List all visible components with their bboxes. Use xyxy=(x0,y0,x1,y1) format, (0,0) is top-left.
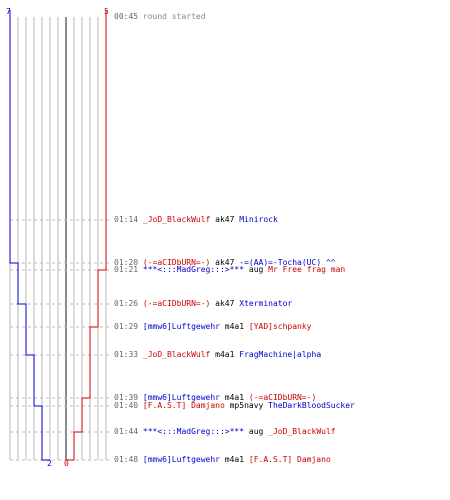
blue-score-end: 2 xyxy=(47,459,52,468)
event-weapon: m4a1 xyxy=(220,393,249,402)
event-time: 01:39 xyxy=(114,393,143,402)
event-player: [F.A.S.T] Damjano xyxy=(143,401,225,410)
event-player: _JoD_BlackWulf xyxy=(143,350,211,359)
event-row: 00:45 round started xyxy=(114,12,206,21)
event-player: ^^ xyxy=(321,258,336,267)
event-player: [mmw6]Luftgewehr xyxy=(143,393,220,402)
event-player: (-=aCIDbURN=-) xyxy=(249,393,316,402)
event-time: 01:21 xyxy=(114,265,143,274)
event-weapon: m4a1 xyxy=(210,350,239,359)
event-weapon: m4a1 xyxy=(220,455,249,464)
red-team-line xyxy=(66,10,107,461)
event-weapon: aug xyxy=(244,427,268,436)
event-time: 01:48 xyxy=(114,455,143,464)
event-player: TheDarkBloodSucker xyxy=(268,401,355,410)
event-player: [YAD]schpanky xyxy=(249,322,312,331)
event-time: 01:26 xyxy=(114,299,143,308)
event-row: 01:40 [F.A.S.T] Damjano mp5navy TheDarkB… xyxy=(114,401,355,410)
event-player: [mmw6]Luftgewehr xyxy=(143,455,220,464)
event-weapon: ak47 xyxy=(210,258,239,267)
event-player: round started xyxy=(143,12,206,21)
event-weapon: aug xyxy=(244,265,268,274)
score-labels: 7 5 2 0 xyxy=(6,7,109,468)
event-player: -=(AA)=-Tocha(UC) xyxy=(239,258,321,267)
event-player: [F.A.S.T] Damjano xyxy=(249,455,331,464)
event-player: ***<:::MadGreg:::>*** xyxy=(143,427,244,436)
event-player: Mr Free frag man xyxy=(268,265,345,274)
event-player: (-=aCIDbURN=-) xyxy=(143,258,210,267)
event-player: ***<:::MadGreg:::>*** xyxy=(143,265,244,274)
team-lines xyxy=(9,10,107,461)
event-time: 01:40 xyxy=(114,401,143,410)
event-time: 01:33 xyxy=(114,350,143,359)
blue-score-start: 7 xyxy=(6,7,11,16)
blue-team-line xyxy=(9,10,50,461)
event-weapon: m4a1 xyxy=(220,322,249,331)
event-row: 01:21 ***<:::MadGreg:::>*** aug Mr Free … xyxy=(114,265,345,274)
event-time: 01:14 xyxy=(114,215,143,224)
event-player: [mmw6]Luftgewehr xyxy=(143,322,220,331)
red-score-end: 0 xyxy=(64,459,69,468)
event-weapon: ak47 xyxy=(210,299,239,308)
event-row: 01:44 ***<:::MadGreg:::>*** aug _JoD_Bla… xyxy=(114,427,336,436)
event-player: _JoD_BlackWulf xyxy=(143,215,211,224)
event-row: 01:29 [mmw6]Luftgewehr m4a1 [YAD]schpank… xyxy=(114,322,312,331)
event-time: 01:44 xyxy=(114,427,143,436)
event-row: 01:48 [mmw6]Luftgewehr m4a1 [F.A.S.T] Da… xyxy=(114,455,331,464)
event-time: 01:29 xyxy=(114,322,143,331)
event-weapon: mp5navy xyxy=(225,401,268,410)
event-player: (-=aCIDbURN=-) xyxy=(143,299,210,308)
event-row: 01:14 _JoD_BlackWulf ak47 Minirock xyxy=(114,215,278,224)
event-player: Xterminator xyxy=(239,299,292,308)
event-time: 00:45 xyxy=(114,12,143,21)
event-player: _JoD_BlackWulf xyxy=(268,427,336,436)
red-score-start: 5 xyxy=(104,7,109,16)
event-time: 01:20 xyxy=(114,258,143,267)
event-guides xyxy=(10,219,110,461)
event-row: 01:20 (-=aCIDbURN=-) ak47 -=(AA)=-Tocha(… xyxy=(114,258,336,267)
event-player: FragMachine|alpha xyxy=(239,350,321,359)
player-grid xyxy=(9,17,107,460)
event-player: Minirock xyxy=(239,215,278,224)
event-log: 00:45 round started 01:14 _JoD_BlackWulf … xyxy=(114,12,355,464)
event-weapon: ak47 xyxy=(210,215,239,224)
event-row: 01:26 (-=aCIDbURN=-) ak47 Xterminator xyxy=(114,299,292,308)
event-row: 01:39 [mmw6]Luftgewehr m4a1 (-=aCIDbURN=… xyxy=(114,393,316,402)
event-row: 01:33 _JoD_BlackWulf m4a1 FragMachine|al… xyxy=(114,350,321,359)
